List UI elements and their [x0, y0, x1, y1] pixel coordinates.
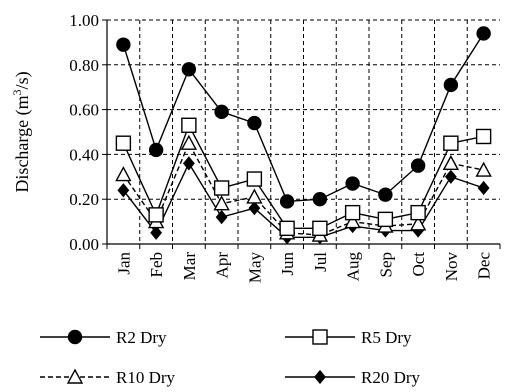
y-tick-label: 0.80	[69, 56, 99, 75]
data-point-r2-dry	[279, 194, 295, 209]
data-point-r10-dry	[344, 213, 361, 229]
series-line-r2-dry	[122, 33, 485, 203]
legend-item-r20-dry: R20 Dry	[285, 368, 421, 387]
data-point-r5-dry	[344, 204, 361, 221]
data-point-r2-dry	[378, 187, 393, 202]
x-tick-label: Nov	[442, 252, 461, 282]
data-point-r5-dry	[377, 211, 394, 228]
legend-marker	[67, 329, 83, 345]
y-axis-title-main: Discharge (m	[12, 95, 33, 192]
data-point-r5-dry	[475, 128, 492, 145]
x-tick-label: May	[245, 252, 264, 284]
grid	[107, 19, 500, 244]
legend-label: R10 Dry	[116, 368, 176, 387]
data-point-r20-dry	[477, 180, 490, 196]
x-tick-label: Jan	[114, 252, 133, 275]
data-point-r10-dry	[442, 154, 460, 171]
data-point-r5-dry	[181, 117, 197, 133]
x-tick-label: Apr	[213, 252, 232, 279]
data-point-r10-dry	[115, 166, 132, 182]
data-point-r10-dry	[475, 161, 492, 177]
x-tick-label: Jul	[311, 252, 330, 272]
series-line-r5-dry	[122, 123, 484, 230]
data-point-r2-dry	[116, 37, 131, 52]
data-point-r20-dry	[215, 210, 228, 225]
y-axis-title-tail: /s)	[12, 71, 33, 89]
data-point-r2-dry	[148, 142, 164, 158]
y-axis-title: Discharge (m3/s)	[10, 71, 33, 192]
data-point-r10-dry	[246, 188, 263, 204]
series-lines	[115, 26, 492, 245]
data-point-r5-dry	[148, 207, 164, 223]
legend-item-r2-dry: R2 Dry	[40, 328, 167, 347]
data-point-r2-dry	[181, 62, 197, 77]
legend-item-r10-dry: R10 Dry	[40, 368, 176, 387]
x-tick-label: Sep	[376, 252, 395, 278]
data-point-r5-dry	[279, 220, 295, 237]
data-point-r5-dry	[246, 171, 263, 187]
data-point-r2-dry	[345, 176, 360, 191]
y-tick-label: 0.00	[69, 235, 99, 254]
legend-marker	[314, 369, 326, 385]
data-point-r20-dry	[117, 183, 130, 198]
series-r5-dry	[115, 117, 492, 237]
x-tick-label: Feb	[147, 252, 166, 278]
data-point-r2-dry	[214, 104, 229, 120]
data-point-r20-dry	[444, 169, 457, 184]
data-point-r2-dry	[312, 191, 328, 207]
data-point-r20-dry	[182, 156, 195, 171]
series-line-r10-dry	[122, 141, 484, 236]
x-tick-label: Jun	[278, 252, 297, 276]
y-tick-label: 0.20	[69, 190, 99, 209]
legend-marker	[312, 329, 328, 345]
legend-item-r5-dry: R5 Dry	[285, 328, 412, 347]
axes: 0.00 0.20 0.40 0.60 0.80 1.00 Jan Feb Mar Apr May J…	[69, 11, 501, 284]
data-point-r10-dry	[213, 195, 230, 211]
y-tick-label: 1.00	[69, 11, 99, 30]
data-point-r10-dry	[409, 215, 427, 231]
data-point-r2-dry	[476, 26, 491, 41]
data-point-r5-dry	[312, 220, 328, 237]
data-point-r5-dry	[213, 180, 230, 196]
y-tick-label: 0.40	[69, 145, 99, 164]
legend-marker	[66, 368, 84, 384]
legend: R2 Dry R5 Dry R10 Dry R20 Dry	[40, 328, 421, 387]
data-point-r5-dry	[115, 135, 132, 151]
x-tick-label: Oct	[409, 252, 428, 277]
legend-label: R5 Dry	[361, 328, 412, 347]
x-tick-label: Mar	[180, 252, 199, 281]
data-point-r5-dry	[410, 204, 426, 221]
legend-label: R2 Dry	[116, 328, 167, 347]
x-tick-label: Aug	[344, 252, 363, 282]
data-point-r2-dry	[443, 77, 459, 93]
legend-label: R20 Dry	[361, 368, 421, 387]
data-point-r20-dry	[150, 225, 163, 240]
data-point-r2-dry	[247, 115, 262, 131]
data-point-r10-dry	[180, 134, 198, 150]
data-point-r5-dry	[443, 135, 459, 151]
data-point-r2-dry	[410, 158, 426, 173]
y-tick-label: 0.60	[69, 101, 99, 120]
y-axis-title-superscript: 3	[10, 89, 24, 95]
series-r2-dry	[116, 26, 491, 209]
series-line-r20-dry	[122, 161, 484, 238]
data-point-r20-dry	[248, 201, 261, 216]
x-tick-label: Dec	[475, 252, 494, 280]
